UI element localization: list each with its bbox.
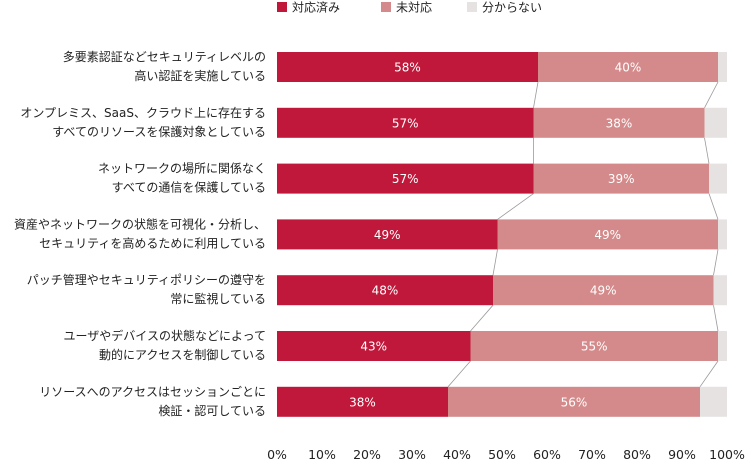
series-line-1-2 xyxy=(704,81,719,108)
data-label-4-series-2: 49% xyxy=(594,228,621,242)
category-label-4-line-1: 資産やネットワークの状態を可視化・分析し、 xyxy=(14,216,266,231)
category-label-5-line-2: 常に監視している xyxy=(170,291,266,306)
bar-6-series-1 xyxy=(277,331,471,361)
category-labels: 多要素認証などセキュリティレベルの高い認証を実施しているオンプレミス、SaaS、… xyxy=(14,49,266,418)
bar-3-series-3 xyxy=(709,163,727,194)
category-label-7-line-1: リソースへのアクセスはセッションごとに xyxy=(39,384,266,399)
data-label-7-series-1: 38% xyxy=(349,395,376,409)
bar-6-series-3 xyxy=(718,331,727,361)
series-line-6-2 xyxy=(699,360,719,388)
bar-7-series-3 xyxy=(700,386,727,417)
legend-label-3: 分からない xyxy=(482,1,542,15)
data-label-1-series-1: 58% xyxy=(394,61,421,75)
bar-2-series-3 xyxy=(704,107,727,138)
legend-swatch-1 xyxy=(277,2,287,12)
bar-4-series-2 xyxy=(497,219,718,250)
series-line-2-2 xyxy=(704,137,710,164)
bar-5-series-1 xyxy=(277,275,493,306)
x-tick-label-7: 60% xyxy=(533,447,561,462)
series-lines xyxy=(447,81,719,388)
data-label-3-series-2: 39% xyxy=(608,172,635,186)
bar-5-series-3 xyxy=(713,275,727,306)
data-label-6-series-1: 43% xyxy=(360,340,387,354)
x-tick-label-3: 20% xyxy=(353,447,381,462)
legend-swatch-2 xyxy=(381,2,391,12)
x-tick-label-10: 90% xyxy=(668,447,696,462)
bar-7-series-1 xyxy=(277,386,448,417)
bar-3-series-1 xyxy=(277,163,534,194)
legend-label-1: 対応済み xyxy=(292,0,340,15)
category-label-6-line-2: 動的にアクセスを制御している xyxy=(99,347,266,362)
x-tick-label-4: 30% xyxy=(398,447,426,462)
category-label-3-line-2: すべての通信を保護している xyxy=(112,180,266,195)
category-label-3-line-1: ネットワークの場所に関係なく xyxy=(98,162,266,176)
x-tick-label-1: 0% xyxy=(267,447,287,462)
bar-3-series-2 xyxy=(533,163,709,194)
bar-5-series-2 xyxy=(493,275,714,306)
series-line-6-1 xyxy=(447,360,471,388)
x-tick-label-2: 10% xyxy=(308,447,336,462)
x-tick-label-6: 50% xyxy=(488,447,516,462)
x-axis: 0% 10% 20% 30% 40% 50% 60% 70% 80% 90% 100% xyxy=(267,447,745,462)
data-label-3-series-1: 57% xyxy=(392,172,419,186)
legend-label-2: 未対応 xyxy=(396,1,432,15)
bar-2-series-1 xyxy=(277,107,534,138)
data-label-7-series-2: 56% xyxy=(561,395,588,409)
legend: 対応済み 未対応 分からない xyxy=(277,0,542,15)
data-label-6-series-2: 55% xyxy=(581,340,608,354)
x-tick-label-9: 80% xyxy=(623,447,651,462)
series-line-5-2 xyxy=(713,305,719,332)
x-tick-label-5: 40% xyxy=(443,447,471,462)
bar-group: 58% 40% 57% 38% 57% 39% 49% 49% 48% 49% 43% 55% 38% 5… xyxy=(277,52,727,417)
bar-1-series-2 xyxy=(538,52,718,82)
series-line-1-1 xyxy=(533,81,539,108)
x-tick-label-8: 70% xyxy=(578,447,606,462)
bar-7-series-2 xyxy=(448,386,700,417)
data-label-2-series-2: 38% xyxy=(606,116,633,130)
data-label-1-series-2: 40% xyxy=(615,61,642,75)
bar-6-series-2 xyxy=(470,331,718,361)
x-tick-label-11: 100% xyxy=(709,447,745,462)
category-label-6-line-1: ユーザやデバイスの状態などによって xyxy=(64,328,266,343)
series-line-4-2 xyxy=(713,249,719,276)
data-label-5-series-2: 49% xyxy=(590,284,617,298)
bar-4-series-1 xyxy=(277,219,498,250)
bar-1-series-1 xyxy=(277,52,538,82)
data-label-4-series-1: 49% xyxy=(374,228,401,242)
bar-2-series-2 xyxy=(533,107,705,138)
category-label-7-line-2: 検証・認可している xyxy=(158,403,266,418)
series-line-3-1 xyxy=(497,193,534,220)
series-line-3-2 xyxy=(708,193,719,220)
legend-swatch-3 xyxy=(467,2,477,12)
data-label-5-series-1: 48% xyxy=(372,284,399,298)
category-label-1-line-1: 多要素認証などセキュリティレベルの xyxy=(63,49,266,64)
series-line-4-1 xyxy=(492,249,498,276)
category-label-1-line-2: 高い認証を実施している xyxy=(134,68,266,83)
category-label-5-line-1: パッチ管理やセキュリティポリシーの遵守を xyxy=(27,272,266,287)
category-label-2-line-2: すべてのリソースを保護対象としている xyxy=(52,124,266,139)
data-label-2-series-1: 57% xyxy=(392,116,419,130)
bar-1-series-3 xyxy=(718,52,727,82)
series-line-5-1 xyxy=(470,304,494,332)
category-label-4-line-2: セキュリティを高めるために利用している xyxy=(39,235,266,250)
bar-4-series-3 xyxy=(718,219,727,250)
category-label-2-line-1: オンプレミス、SaaS、クラウド上に存在する xyxy=(20,106,266,120)
